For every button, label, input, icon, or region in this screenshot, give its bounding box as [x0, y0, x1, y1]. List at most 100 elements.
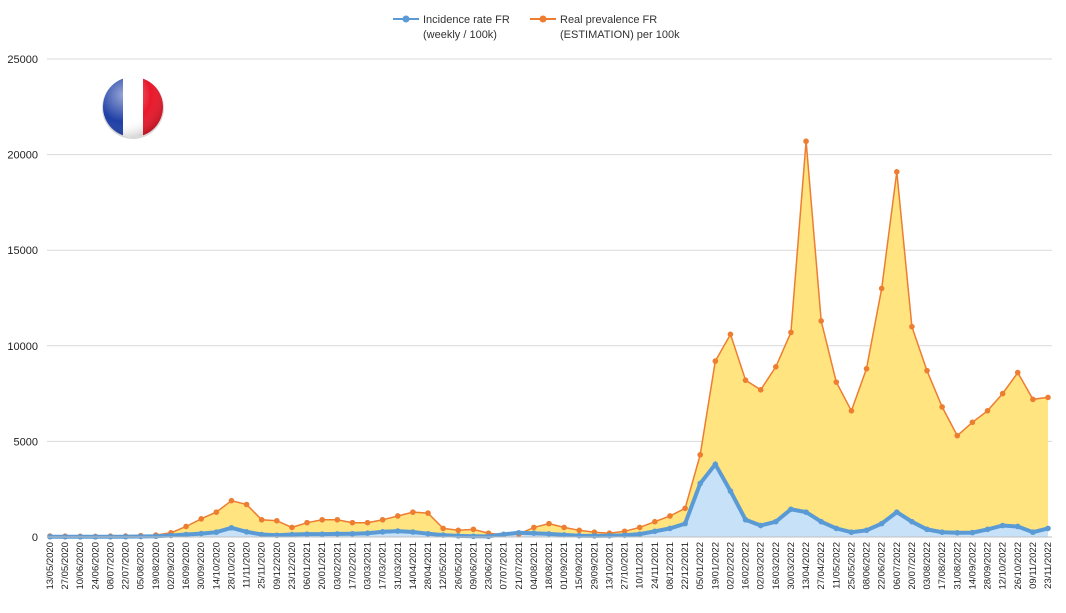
- incidence-point: [984, 526, 991, 533]
- legend-item-incidence[interactable]: Incidence rate FR (weekly / 100k): [393, 14, 510, 41]
- x-tick-label: 16/09/2020: [181, 542, 192, 590]
- incidence-point: [470, 533, 477, 540]
- y-tick-label-25000: 25000: [7, 54, 38, 66]
- incidence-point: [531, 530, 537, 536]
- x-tick-label: 30/03/2022: [786, 542, 797, 590]
- prevalence-point: [334, 516, 341, 523]
- prevalence-point: [274, 517, 280, 524]
- prevalence-point: [682, 505, 688, 512]
- x-tick-label: 07/07/2021: [499, 542, 510, 590]
- prevalence-point: [1014, 369, 1021, 376]
- prevalence-point: [818, 318, 824, 324]
- x-tick-label: 05/01/2022: [695, 542, 706, 590]
- x-tick-label: 10/11/2021: [635, 542, 646, 589]
- incidence-point: [682, 520, 688, 527]
- incidence-point: [546, 531, 552, 537]
- incidence-point: [652, 528, 658, 535]
- prevalence-point: [863, 365, 870, 372]
- x-tick-label: 18/08/2021: [544, 542, 555, 590]
- incidence-point: [153, 533, 159, 540]
- x-tick-label: 03/08/2022: [922, 542, 933, 590]
- incidence-point: [515, 529, 522, 536]
- x-tick-label: 09/06/2021: [468, 542, 479, 590]
- prevalence-point: [621, 528, 628, 535]
- prevalence-point: [243, 501, 250, 508]
- prevalence-point: [742, 377, 749, 384]
- incidence-point: [576, 532, 583, 539]
- prevalence-point: [394, 513, 401, 519]
- x-tick-label: 22/07/2020: [121, 542, 132, 590]
- prevalence-point: [954, 432, 961, 439]
- prevalence-point: [999, 390, 1006, 397]
- prevalence-point: [939, 404, 945, 410]
- incidence-point: [667, 525, 673, 532]
- x-tick-label: 05/08/2020: [136, 542, 147, 590]
- legend-incidence-label-1: Incidence rate FR: [423, 14, 510, 26]
- incidence-point: [939, 529, 945, 536]
- legend-prevalence-label-1: Real prevalence FR: [560, 14, 657, 26]
- incidence-point: [364, 530, 371, 536]
- legend-incidence-marker: [402, 15, 410, 23]
- prevalence-point: [410, 509, 416, 515]
- incidence-point: [848, 529, 855, 536]
- x-tick-label: 29/09/2021: [589, 542, 600, 590]
- prevalence-point: [364, 519, 371, 526]
- x-tick-label: 31/03/2021: [393, 542, 404, 590]
- prevalence-point: [561, 524, 567, 531]
- prevalence-point: [213, 509, 220, 515]
- prevalence-point: [833, 379, 840, 385]
- incidence-point: [304, 531, 310, 537]
- incidence-point: [803, 509, 809, 515]
- incidence-point: [969, 529, 976, 536]
- prevalence-point: [319, 516, 325, 523]
- incidence-point: [697, 480, 704, 487]
- incidence-point: [379, 529, 386, 535]
- x-tick-label: 22/06/2022: [877, 542, 888, 590]
- prevalence-point: [425, 510, 431, 516]
- x-tick-label: 27/04/2022: [816, 542, 827, 590]
- incidence-point: [319, 531, 325, 537]
- incidence-point: [455, 533, 462, 539]
- y-tick-label-0: 0: [32, 532, 38, 544]
- incidence-point: [1014, 523, 1021, 530]
- prevalence-point: [183, 523, 189, 530]
- incidence-point: [1045, 525, 1051, 532]
- x-tick-label: 23/11/2022: [1043, 542, 1054, 589]
- legend-prevalence-marker: [539, 15, 547, 23]
- x-tick-label: 25/05/2022: [846, 542, 857, 590]
- x-tick-label: 20/07/2022: [907, 542, 918, 590]
- x-tick-label: 26/05/2021: [453, 542, 464, 590]
- incidence-point: [757, 522, 764, 529]
- x-tick-label: 26/10/2022: [1013, 542, 1024, 590]
- x-tick-label: 02/02/2022: [725, 542, 736, 590]
- x-tick-label: 04/08/2021: [529, 542, 540, 590]
- x-tick-label: 20/01/2021: [317, 542, 328, 590]
- incidence-point: [954, 529, 961, 536]
- prevalence-point: [652, 518, 658, 525]
- incidence-point: [1030, 529, 1036, 536]
- x-tick-label: 16/02/2022: [741, 542, 752, 590]
- y-axis-ticks: 0 5000 10000 15000 20000 25000: [7, 54, 38, 544]
- prevalence-point: [773, 364, 779, 370]
- prevalence-point: [848, 408, 855, 414]
- legend-item-prevalence[interactable]: Real prevalence FR (ESTIMATION) per 100k: [530, 14, 680, 41]
- incidence-point: [183, 531, 189, 538]
- prevalence-point: [909, 323, 915, 330]
- prevalence-point: [546, 520, 552, 527]
- x-tick-label: 14/04/2021: [408, 542, 419, 590]
- incidence-point: [909, 518, 915, 525]
- prevalence-point: [470, 526, 477, 533]
- incidence-point: [500, 531, 507, 538]
- incidence-point: [410, 529, 416, 535]
- prevalence-point: [878, 285, 885, 292]
- x-tick-label: 19/08/2020: [151, 542, 162, 590]
- incidence-point: [258, 531, 265, 538]
- prevalence-point: [984, 408, 991, 414]
- x-tick-label: 13/05/2020: [45, 542, 56, 590]
- incidence-point: [727, 488, 734, 494]
- legend: Incidence rate FR (weekly / 100k) Real p…: [393, 14, 680, 41]
- prevalence-point: [258, 516, 265, 523]
- prevalence-point: [531, 524, 537, 531]
- legend-incidence-label-2: (weekly / 100k): [423, 29, 497, 41]
- prevalence-point: [304, 519, 310, 526]
